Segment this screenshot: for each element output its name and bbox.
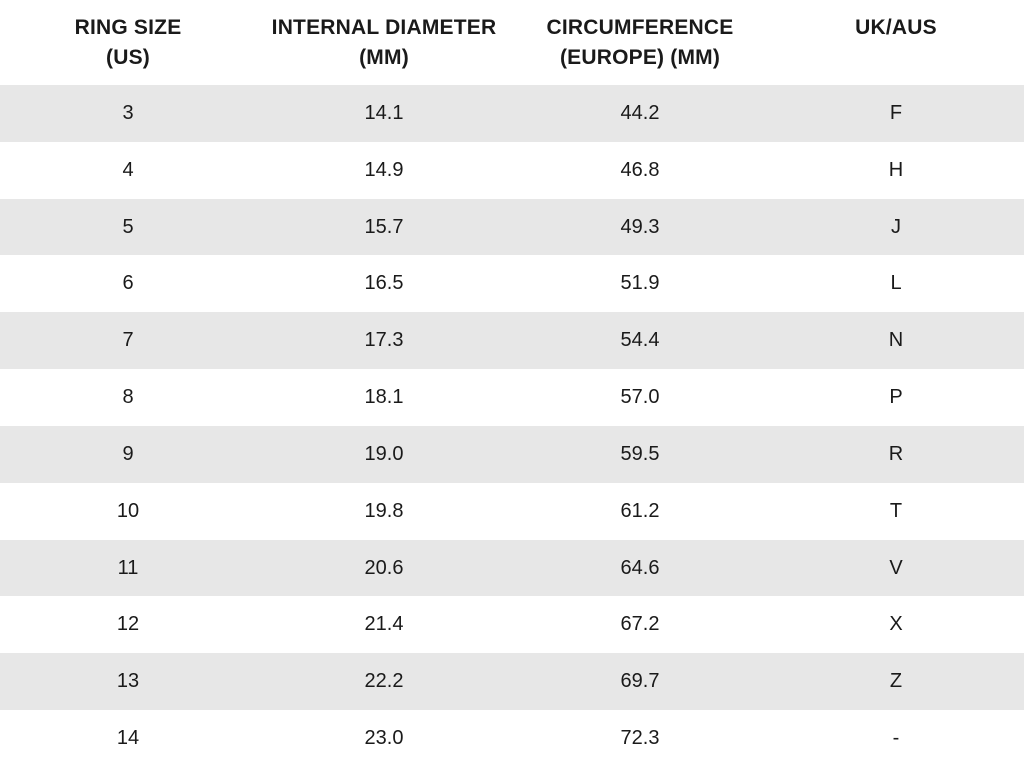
cell-circumference: 61.2	[620, 499, 660, 522]
cell-circumference: 64.6	[620, 556, 660, 579]
table-row: 4 14.9 46.8 H	[0, 142, 1024, 199]
table-row: 6 16.5 51.9 L	[0, 255, 1024, 312]
cell-ring-size-us: 10	[116, 499, 140, 522]
header-line: UK/AUS	[855, 16, 937, 39]
cell-internal-diameter: 17.3	[364, 329, 404, 352]
cell-ring-size-us: 12	[116, 613, 140, 636]
table-row: 10 19.8 61.2 T	[0, 483, 1024, 540]
cell-circumference: 67.2	[620, 613, 660, 636]
cell-internal-diameter: 14.9	[364, 158, 404, 181]
cell-uk-aus: Z	[889, 670, 903, 693]
cell-internal-diameter: 15.7	[364, 215, 404, 238]
table-row: 7 17.3 54.4 N	[0, 312, 1024, 370]
column-header-internal-diameter: INTERNAL DIAMETER (MM)	[256, 0, 512, 85]
cell-internal-diameter: 21.4	[364, 613, 404, 636]
cell-ring-size-us: 14	[116, 727, 140, 750]
header-line: (EUROPE) (MM)	[559, 46, 721, 69]
cell-uk-aus: J	[891, 215, 901, 238]
header-line: INTERNAL DIAMETER	[271, 16, 497, 39]
header-line: (US)	[106, 46, 150, 69]
cell-internal-diameter: 22.2	[364, 670, 404, 693]
cell-uk-aus: T	[889, 499, 903, 522]
column-header-circumference: CIRCUMFERENCE (EUROPE) (MM)	[512, 0, 768, 85]
table-header-row: RING SIZE (US) INTERNAL DIAMETER (MM) CI…	[0, 0, 1024, 85]
table-body: 3 14.1 44.2 F 4 14.9 46.8 H 5 15.7 49.3 …	[0, 85, 1024, 767]
cell-internal-diameter: 20.6	[364, 556, 404, 579]
cell-internal-diameter: 16.5	[364, 272, 404, 295]
cell-uk-aus: -	[892, 727, 900, 750]
cell-ring-size-us: 9	[122, 442, 134, 465]
cell-uk-aus: L	[890, 272, 902, 295]
column-header-uk-aus: UK/AUS	[768, 0, 1024, 85]
cell-uk-aus: N	[888, 329, 904, 352]
cell-uk-aus: X	[889, 613, 903, 636]
table-row: 13 22.2 69.7 Z	[0, 653, 1024, 711]
cell-ring-size-us: 3	[122, 101, 134, 124]
cell-circumference: 57.0	[620, 386, 660, 409]
cell-circumference: 44.2	[620, 101, 660, 124]
cell-circumference: 72.3	[620, 727, 660, 750]
header-line: (MM)	[359, 46, 409, 69]
cell-ring-size-us: 6	[122, 272, 134, 295]
cell-uk-aus: R	[888, 442, 904, 465]
cell-ring-size-us: 4	[122, 158, 134, 181]
cell-uk-aus: V	[889, 556, 903, 579]
table-row: 8 18.1 57.0 P	[0, 369, 1024, 426]
cell-circumference: 54.4	[620, 329, 660, 352]
cell-circumference: 49.3	[620, 215, 660, 238]
cell-internal-diameter: 18.1	[364, 386, 404, 409]
cell-ring-size-us: 7	[122, 329, 134, 352]
cell-ring-size-us: 8	[122, 386, 134, 409]
cell-internal-diameter: 19.8	[364, 499, 404, 522]
cell-uk-aus: H	[888, 158, 904, 181]
table-row: 3 14.1 44.2 F	[0, 85, 1024, 142]
cell-circumference: 69.7	[620, 670, 660, 693]
cell-circumference: 59.5	[620, 442, 660, 465]
table-row: 12 21.4 67.2 X	[0, 596, 1024, 653]
cell-circumference: 51.9	[620, 272, 660, 295]
cell-ring-size-us: 13	[116, 670, 140, 693]
cell-internal-diameter: 19.0	[364, 442, 404, 465]
table-row: 11 20.6 64.6 V	[0, 539, 1024, 597]
cell-ring-size-us: 5	[122, 215, 134, 238]
table-row: 9 19.0 59.5 R	[0, 425, 1024, 483]
cell-circumference: 46.8	[620, 158, 660, 181]
cell-internal-diameter: 23.0	[364, 727, 404, 750]
column-header-ring-size-us: RING SIZE (US)	[0, 0, 256, 85]
cell-internal-diameter: 14.1	[364, 101, 404, 124]
cell-uk-aus: P	[889, 386, 903, 409]
header-line: CIRCUMFERENCE	[546, 16, 734, 39]
header-line: RING SIZE	[74, 16, 182, 39]
table-row: 5 15.7 49.3 J	[0, 198, 1024, 256]
cell-uk-aus: F	[889, 101, 903, 124]
cell-ring-size-us: 11	[117, 556, 139, 579]
table-row: 14 23.0 72.3 -	[0, 710, 1024, 767]
